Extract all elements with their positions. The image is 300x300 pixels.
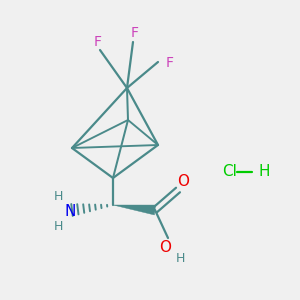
Text: H: H	[175, 251, 185, 265]
Text: H: H	[53, 190, 63, 202]
Text: H: H	[259, 164, 271, 179]
Text: F: F	[166, 56, 174, 70]
Text: N: N	[64, 203, 76, 218]
Text: F: F	[131, 26, 139, 40]
Text: O: O	[159, 239, 171, 254]
Text: F: F	[94, 35, 102, 49]
Text: H: H	[53, 220, 63, 232]
Polygon shape	[113, 205, 156, 215]
Text: O: O	[177, 173, 189, 188]
Text: Cl: Cl	[222, 164, 237, 179]
